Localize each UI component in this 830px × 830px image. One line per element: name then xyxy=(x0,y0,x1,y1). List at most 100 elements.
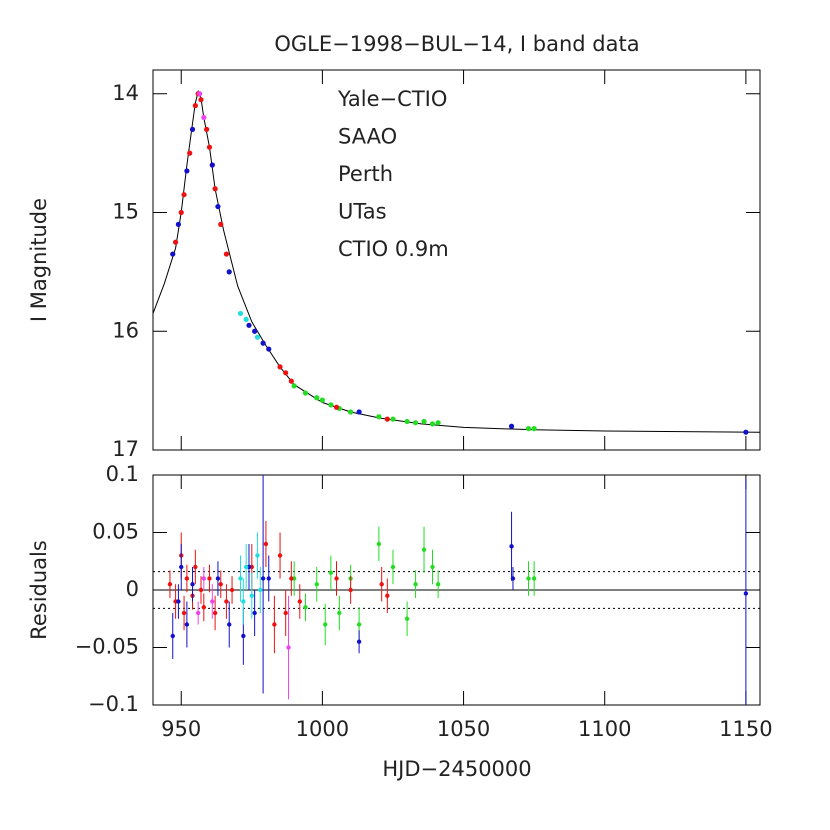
data-point xyxy=(334,576,339,581)
data-point xyxy=(198,97,204,103)
data-point xyxy=(212,610,218,616)
data-point xyxy=(189,126,196,132)
data-point xyxy=(421,547,427,552)
legend-entry: UTas xyxy=(338,200,387,224)
data-point xyxy=(356,409,362,415)
x-tick-label: 1100 xyxy=(578,717,631,741)
data-point xyxy=(243,564,249,570)
data-point xyxy=(384,416,390,422)
data-point xyxy=(215,576,221,581)
data-point xyxy=(302,390,309,396)
legend-entry: SAAO xyxy=(338,125,397,149)
data-point xyxy=(227,622,232,627)
data-point xyxy=(510,576,516,581)
y-tick-label: −0.05 xyxy=(75,635,139,659)
data-point xyxy=(319,397,325,403)
data-point xyxy=(167,582,173,587)
data-point xyxy=(328,402,334,408)
data-point xyxy=(348,409,354,415)
data-point xyxy=(260,340,266,346)
data-point xyxy=(333,404,340,410)
x-tick-label: 1000 xyxy=(296,717,349,741)
data-point xyxy=(303,605,308,610)
data-point xyxy=(226,269,232,275)
data-point xyxy=(356,622,362,627)
data-point xyxy=(266,346,272,352)
data-point xyxy=(288,378,294,384)
data-point xyxy=(184,576,190,581)
data-point xyxy=(314,395,320,401)
y-axis-label: Residuals xyxy=(27,540,51,640)
data-point xyxy=(291,383,297,389)
data-point xyxy=(356,639,362,644)
data-point xyxy=(184,168,190,174)
y-tick-label: 14 xyxy=(112,81,139,105)
data-point xyxy=(314,582,319,587)
y-tick-label: −0.1 xyxy=(88,692,139,716)
data-point xyxy=(252,328,258,334)
data-point xyxy=(379,582,384,587)
data-point xyxy=(743,591,749,596)
y-tick-label: 0.1 xyxy=(106,462,139,486)
data-point xyxy=(337,610,342,616)
data-point xyxy=(286,645,291,650)
data-point xyxy=(206,144,213,150)
data-point xyxy=(266,576,271,581)
data-point xyxy=(283,370,289,376)
data-point xyxy=(204,126,210,132)
y-tick-label: 17 xyxy=(112,437,139,461)
data-point xyxy=(175,221,182,227)
x-tick-label: 1050 xyxy=(437,717,490,741)
data-point xyxy=(263,541,269,547)
data-point xyxy=(181,192,187,198)
data-point xyxy=(508,423,515,429)
data-point xyxy=(223,251,230,257)
data-point xyxy=(390,416,396,422)
data-point xyxy=(435,582,441,587)
data-point xyxy=(201,576,207,581)
y-tick-label: 15 xyxy=(112,200,139,224)
data-point xyxy=(238,576,243,581)
data-point xyxy=(209,162,215,168)
data-point xyxy=(531,426,537,432)
chart-title: OGLE−1998−BUL−14, I band data xyxy=(274,32,639,56)
data-point xyxy=(743,429,749,435)
data-point xyxy=(531,576,537,581)
data-point xyxy=(412,420,419,426)
data-point xyxy=(201,605,207,610)
data-point xyxy=(193,564,198,570)
data-point xyxy=(249,593,255,598)
x-axis-label: HJD−2450000 xyxy=(382,757,531,781)
data-point xyxy=(277,364,283,370)
data-point xyxy=(509,544,514,549)
data-point xyxy=(323,622,328,627)
data-point xyxy=(172,239,179,245)
data-point xyxy=(421,418,427,425)
data-point xyxy=(404,418,410,425)
data-point xyxy=(413,582,418,587)
data-point xyxy=(376,414,382,420)
data-point xyxy=(187,150,193,156)
data-point xyxy=(526,576,531,581)
data-point xyxy=(328,570,334,575)
data-point xyxy=(190,582,195,587)
data-point xyxy=(277,553,283,558)
data-point xyxy=(179,564,184,570)
data-point xyxy=(430,564,435,570)
data-point xyxy=(170,633,175,639)
data-point xyxy=(198,587,204,593)
data-point xyxy=(260,576,266,581)
data-point xyxy=(237,310,244,317)
data-point xyxy=(283,610,288,616)
data-point xyxy=(243,316,249,322)
data-point xyxy=(246,322,252,328)
data-point xyxy=(181,610,187,616)
y-tick-label: 0 xyxy=(126,577,139,601)
data-point xyxy=(252,610,257,616)
data-point xyxy=(224,599,229,604)
data-point xyxy=(404,616,410,621)
data-point xyxy=(201,114,207,121)
data-point xyxy=(212,186,218,192)
data-point xyxy=(218,582,223,587)
